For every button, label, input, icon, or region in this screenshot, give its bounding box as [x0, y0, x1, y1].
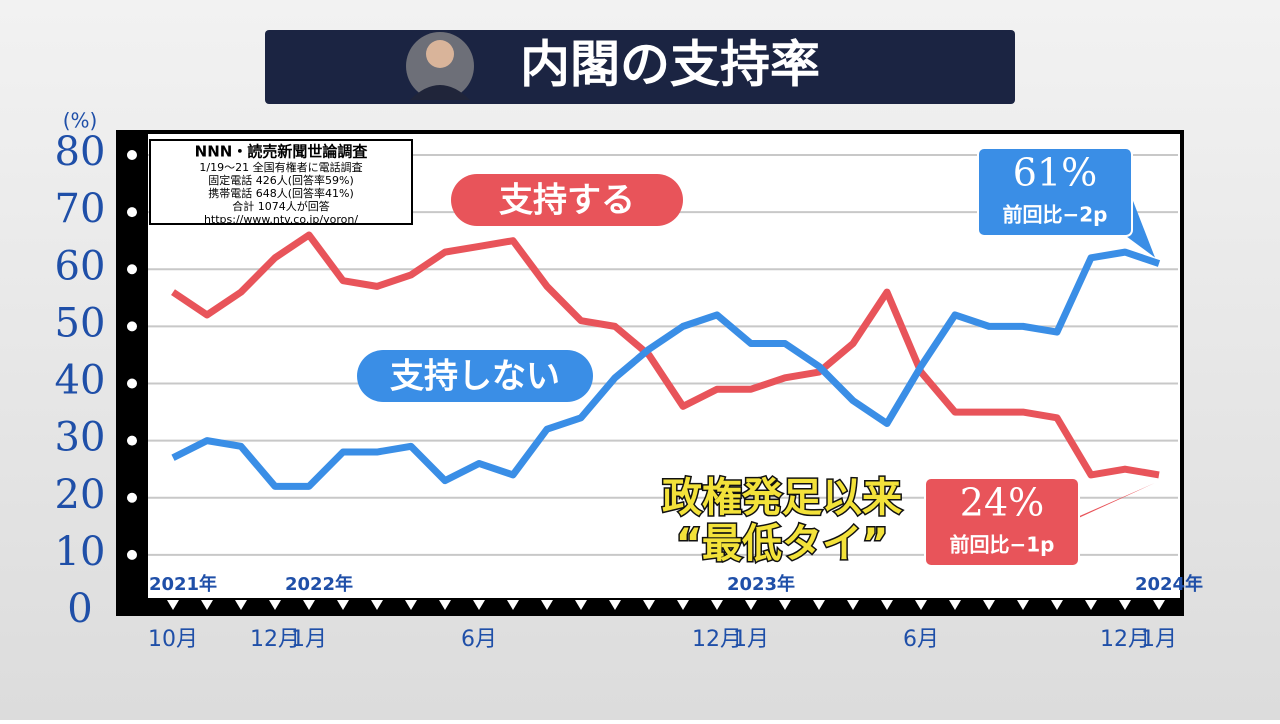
x-tick [779, 600, 791, 610]
legend-pill [451, 174, 683, 226]
y-tick-label: 10 [55, 529, 106, 575]
x-tick-label: 12月 [250, 627, 300, 652]
year-label: 2023年 [727, 573, 795, 595]
x-tick-label: 10月 [148, 627, 198, 652]
y-tick-label: 60 [55, 243, 106, 289]
series-line [171, 231, 1160, 479]
tick-dot [127, 378, 137, 389]
x-tick [439, 600, 451, 610]
x-tick [711, 600, 723, 610]
x-tick [1119, 600, 1131, 610]
legend-label: 支持しない [390, 357, 560, 397]
x-tick [881, 600, 893, 610]
x-tick [541, 600, 553, 610]
x-tick [949, 600, 961, 610]
x-tick [983, 600, 995, 610]
y-tick-label: 80 [55, 129, 106, 175]
source-line: 携帯電話 648人(回答率41%) [208, 186, 354, 200]
x-tick [405, 600, 417, 610]
callout-box [924, 477, 1080, 567]
x-tick [1051, 600, 1063, 610]
x-tick-label: 1月 [733, 627, 769, 652]
x-tick [1085, 600, 1097, 610]
source-line: https://www.ntv.co.jp/yoron/ [204, 213, 358, 226]
portrait-face [426, 40, 454, 68]
y-tick-label: 40 [55, 358, 106, 404]
tick-dot [127, 264, 137, 275]
x-tick [575, 600, 587, 610]
portrait-body [410, 85, 470, 100]
x-tick-label: 12月 [692, 627, 742, 652]
source-line: 1/19～21 全国有権者に電話調査 [199, 160, 362, 174]
x-tick [609, 600, 621, 610]
source-box [149, 139, 413, 225]
tick-dot [127, 207, 137, 218]
value-label: 61% [1013, 151, 1097, 195]
chart-title: 内閣の支持率 [520, 36, 820, 94]
tick-dot [127, 435, 137, 446]
x-tick [303, 600, 315, 610]
x-tick [813, 600, 825, 610]
tick-dot [127, 150, 137, 160]
source-line: 固定電話 426人(回答率59%) [208, 173, 354, 187]
x-tick [167, 600, 179, 610]
tick-dot [127, 549, 137, 560]
year-label: 2021年 [149, 573, 217, 595]
x-tick [745, 600, 757, 610]
legend-label: 支持する [499, 181, 635, 221]
y-tick-label: 20 [55, 472, 106, 518]
x-tick-label: 1月 [291, 627, 327, 652]
x-tick [1153, 600, 1165, 610]
x-tick [269, 600, 281, 610]
x-tick [677, 600, 689, 610]
annotation: 政権発足以来 [662, 475, 902, 521]
y-tick-label: 30 [55, 415, 106, 461]
x-tick [507, 600, 519, 610]
tick-dot [127, 321, 137, 332]
x-tick [201, 600, 213, 610]
x-tick [337, 600, 349, 610]
x-tick-label: 12月 [1100, 627, 1150, 652]
source-line: 合計 1074人が回答 [232, 199, 330, 213]
annotation: “最低タイ” [676, 521, 889, 567]
change-label: 前回比−1p [950, 533, 1055, 557]
year-label: 2024年 [1135, 573, 1203, 595]
series-line [171, 248, 1161, 490]
change-label: 前回比−2p [1003, 203, 1108, 227]
source-line: NNN・読売新聞世論調査 [195, 143, 369, 161]
y-tick-label: 50 [55, 300, 106, 346]
x-tick-label: 1月 [1141, 627, 1177, 652]
y-tick-label: 70 [55, 186, 106, 232]
callout-box [977, 147, 1133, 237]
x-tick [473, 600, 485, 610]
value-label: 24% [960, 481, 1044, 525]
x-tick-label: 6月 [461, 627, 497, 652]
year-label: 2022年 [285, 573, 353, 595]
x-tick [643, 600, 655, 610]
tick-dot [127, 492, 137, 503]
legend-pill [357, 350, 593, 402]
y-unit: (%) [63, 109, 98, 133]
x-tick [235, 600, 247, 610]
y-tick-label: 0 [67, 586, 92, 632]
x-tick-label: 6月 [903, 627, 939, 652]
left-band [118, 132, 148, 614]
x-tick [847, 600, 859, 610]
x-tick [1017, 600, 1029, 610]
x-tick [915, 600, 927, 610]
x-tick [371, 600, 383, 610]
